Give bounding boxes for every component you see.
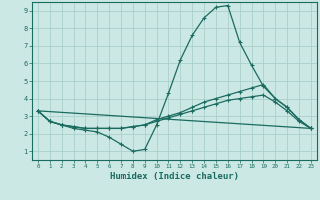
X-axis label: Humidex (Indice chaleur): Humidex (Indice chaleur) — [110, 172, 239, 181]
